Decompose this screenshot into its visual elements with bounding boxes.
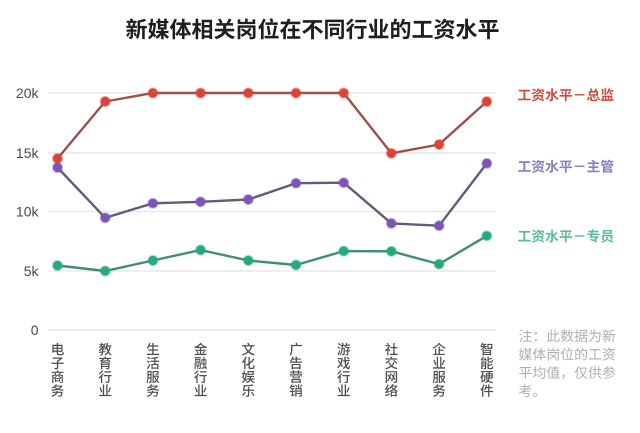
svg-text:20k: 20k	[16, 85, 40, 101]
svg-text:15k: 15k	[16, 145, 40, 161]
svg-text:0: 0	[31, 322, 39, 338]
svg-text:5k: 5k	[24, 263, 40, 279]
svg-text:10k: 10k	[16, 203, 40, 219]
